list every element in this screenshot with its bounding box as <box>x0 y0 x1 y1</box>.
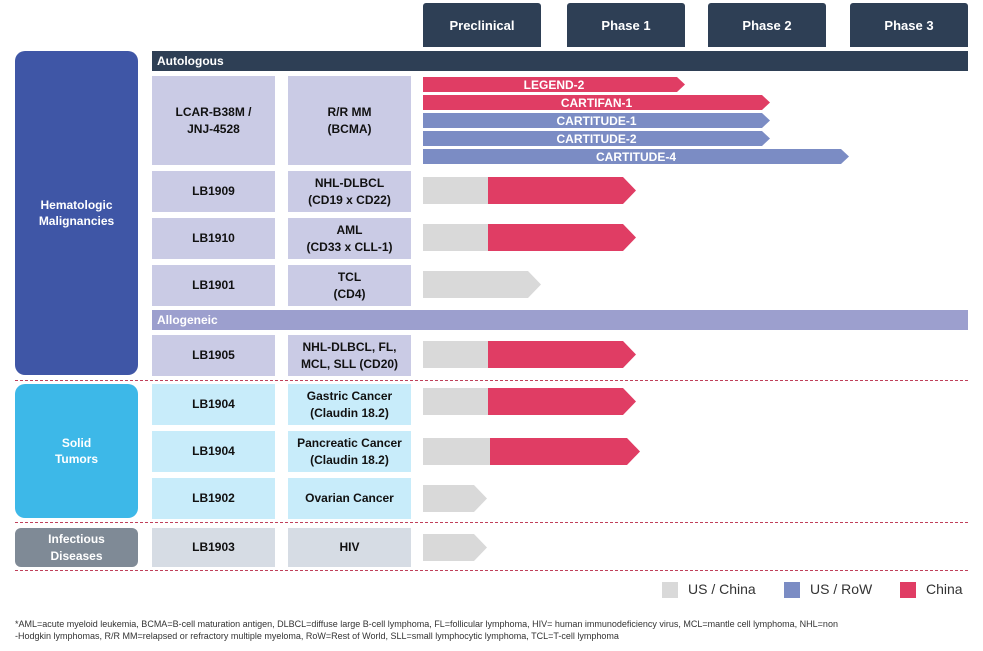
trial-bar-cartitude-2: CARTITUDE-2 <box>423 131 770 146</box>
trial-bar-cartifan-1: CARTIFAN-1 <box>423 95 770 110</box>
category-infectious-line2: Diseases <box>50 548 103 563</box>
phase-header-phase-2: Phase 2 <box>708 3 826 47</box>
category-hematologic-line1: Hematologic <box>40 197 113 212</box>
phase-header-phase-1: Phase 1 <box>567 3 685 47</box>
program-name-cell: LB1903 <box>152 528 275 567</box>
program-name-cell: LB1902 <box>152 478 275 519</box>
indication-cell: NHL-DLBCL (CD19 x CD22) <box>288 171 411 212</box>
program-name-cell: LCAR-B38M / JNJ-4528 <box>152 76 275 165</box>
category-solid-line1: Solid <box>61 435 92 450</box>
indication-cell: Pancreatic Cancer (Claudin 18.2) <box>288 431 411 472</box>
indication-line2: MCL, SLL (CD20) <box>300 356 399 371</box>
program-name-line1: LCAR-B38M / <box>175 105 252 120</box>
trial-bar-cartitude-1: CARTITUDE-1 <box>423 113 770 128</box>
progress-arrow-lb1905 <box>423 341 636 368</box>
program-name-cell: LB1901 <box>152 265 275 306</box>
indication-line2: (CD33 x CLL-1) <box>306 239 393 254</box>
legend-swatch-china <box>900 582 916 598</box>
category-hematologic-line2: Malignancies <box>38 214 115 228</box>
legend-label-us-row: US / RoW <box>810 581 873 597</box>
program-name-cell: LB1909 <box>152 171 275 212</box>
category-infectious-line1: Infectious <box>48 532 105 547</box>
indication-cell: NHL-DLBCL, FL, MCL, SLL (CD20) <box>288 335 411 376</box>
phase-header-phase-3: Phase 3 <box>850 3 968 47</box>
progress-arrow-lb1904-gastric <box>423 388 636 415</box>
indication-line2: (Claudin 18.2) <box>310 452 389 467</box>
category-infectious-diseases: Infectious Diseases <box>15 528 138 567</box>
divider-dashed <box>15 522 968 523</box>
indication-cell: Gastric Cancer (Claudin 18.2) <box>288 384 411 425</box>
indication-line1: R/R MM <box>327 105 372 120</box>
program-name-line2: JNJ-4528 <box>187 121 240 136</box>
indication-cell: R/R MM (BCMA) <box>288 76 411 165</box>
indication-cell: AML (CD33 x CLL-1) <box>288 218 411 259</box>
indication-line2: (BCMA) <box>327 121 372 136</box>
legend-swatch-us-china <box>662 582 678 598</box>
indication-line1: NHL-DLBCL <box>314 176 385 191</box>
indication-line1: TCL <box>337 270 362 285</box>
indication-line1: AML <box>336 223 363 238</box>
footnote: *AML=acute myeloid leukemia, BCMA=B-cell… <box>15 618 970 642</box>
category-solid-line2: Tumors <box>54 452 99 466</box>
progress-arrow-lb1902 <box>423 485 487 512</box>
section-autologous: Autologous <box>152 51 968 71</box>
divider-dashed <box>15 570 968 571</box>
progress-arrow-lb1903 <box>423 534 487 561</box>
divider-dashed <box>15 380 968 381</box>
footnote-line1: *AML=acute myeloid leukemia, BCMA=B-cell… <box>15 619 838 629</box>
indication-line1: Gastric Cancer <box>306 389 393 404</box>
legend-swatch-us-row <box>784 582 800 598</box>
section-allogeneic: Allogeneic <box>152 310 968 330</box>
indication-cell: HIV <box>288 528 411 567</box>
trial-bar-cartitude-4: CARTITUDE-4 <box>423 149 849 164</box>
progress-arrow-lb1909 <box>423 177 636 204</box>
indication-line1: Pancreatic Cancer <box>297 436 402 451</box>
progress-arrow-lb1910 <box>423 224 636 251</box>
indication-line2: (CD19 x CD22) <box>308 192 391 207</box>
phase-header-preclinical: Preclinical <box>423 3 541 47</box>
program-name-cell: LB1904 <box>152 431 275 472</box>
indication-cell: Ovarian Cancer <box>288 478 411 519</box>
legend-label-china: China <box>926 581 963 597</box>
indication-line2: (CD4) <box>333 286 366 301</box>
indication-line1: NHL-DLBCL, FL, <box>302 340 397 355</box>
progress-arrow-lb1904-pancreatic <box>423 438 640 465</box>
indication-line2: (Claudin 18.2) <box>310 405 389 420</box>
indication-cell: TCL (CD4) <box>288 265 411 306</box>
program-name-cell: LB1904 <box>152 384 275 425</box>
category-solid-tumors: Solid Tumors <box>15 384 138 518</box>
program-name-cell: LB1910 <box>152 218 275 259</box>
trial-bar-legend-2: LEGEND-2 <box>423 77 685 92</box>
legend-label-us-china: US / China <box>688 581 756 597</box>
program-name-cell: LB1905 <box>152 335 275 376</box>
progress-arrow-lb1901 <box>423 271 541 298</box>
category-hematologic-malignancies: Hematologic Malignancies <box>15 51 138 375</box>
footnote-line2: -Hodgkin lymphomas, R/R MM=relapsed or r… <box>15 631 619 642</box>
